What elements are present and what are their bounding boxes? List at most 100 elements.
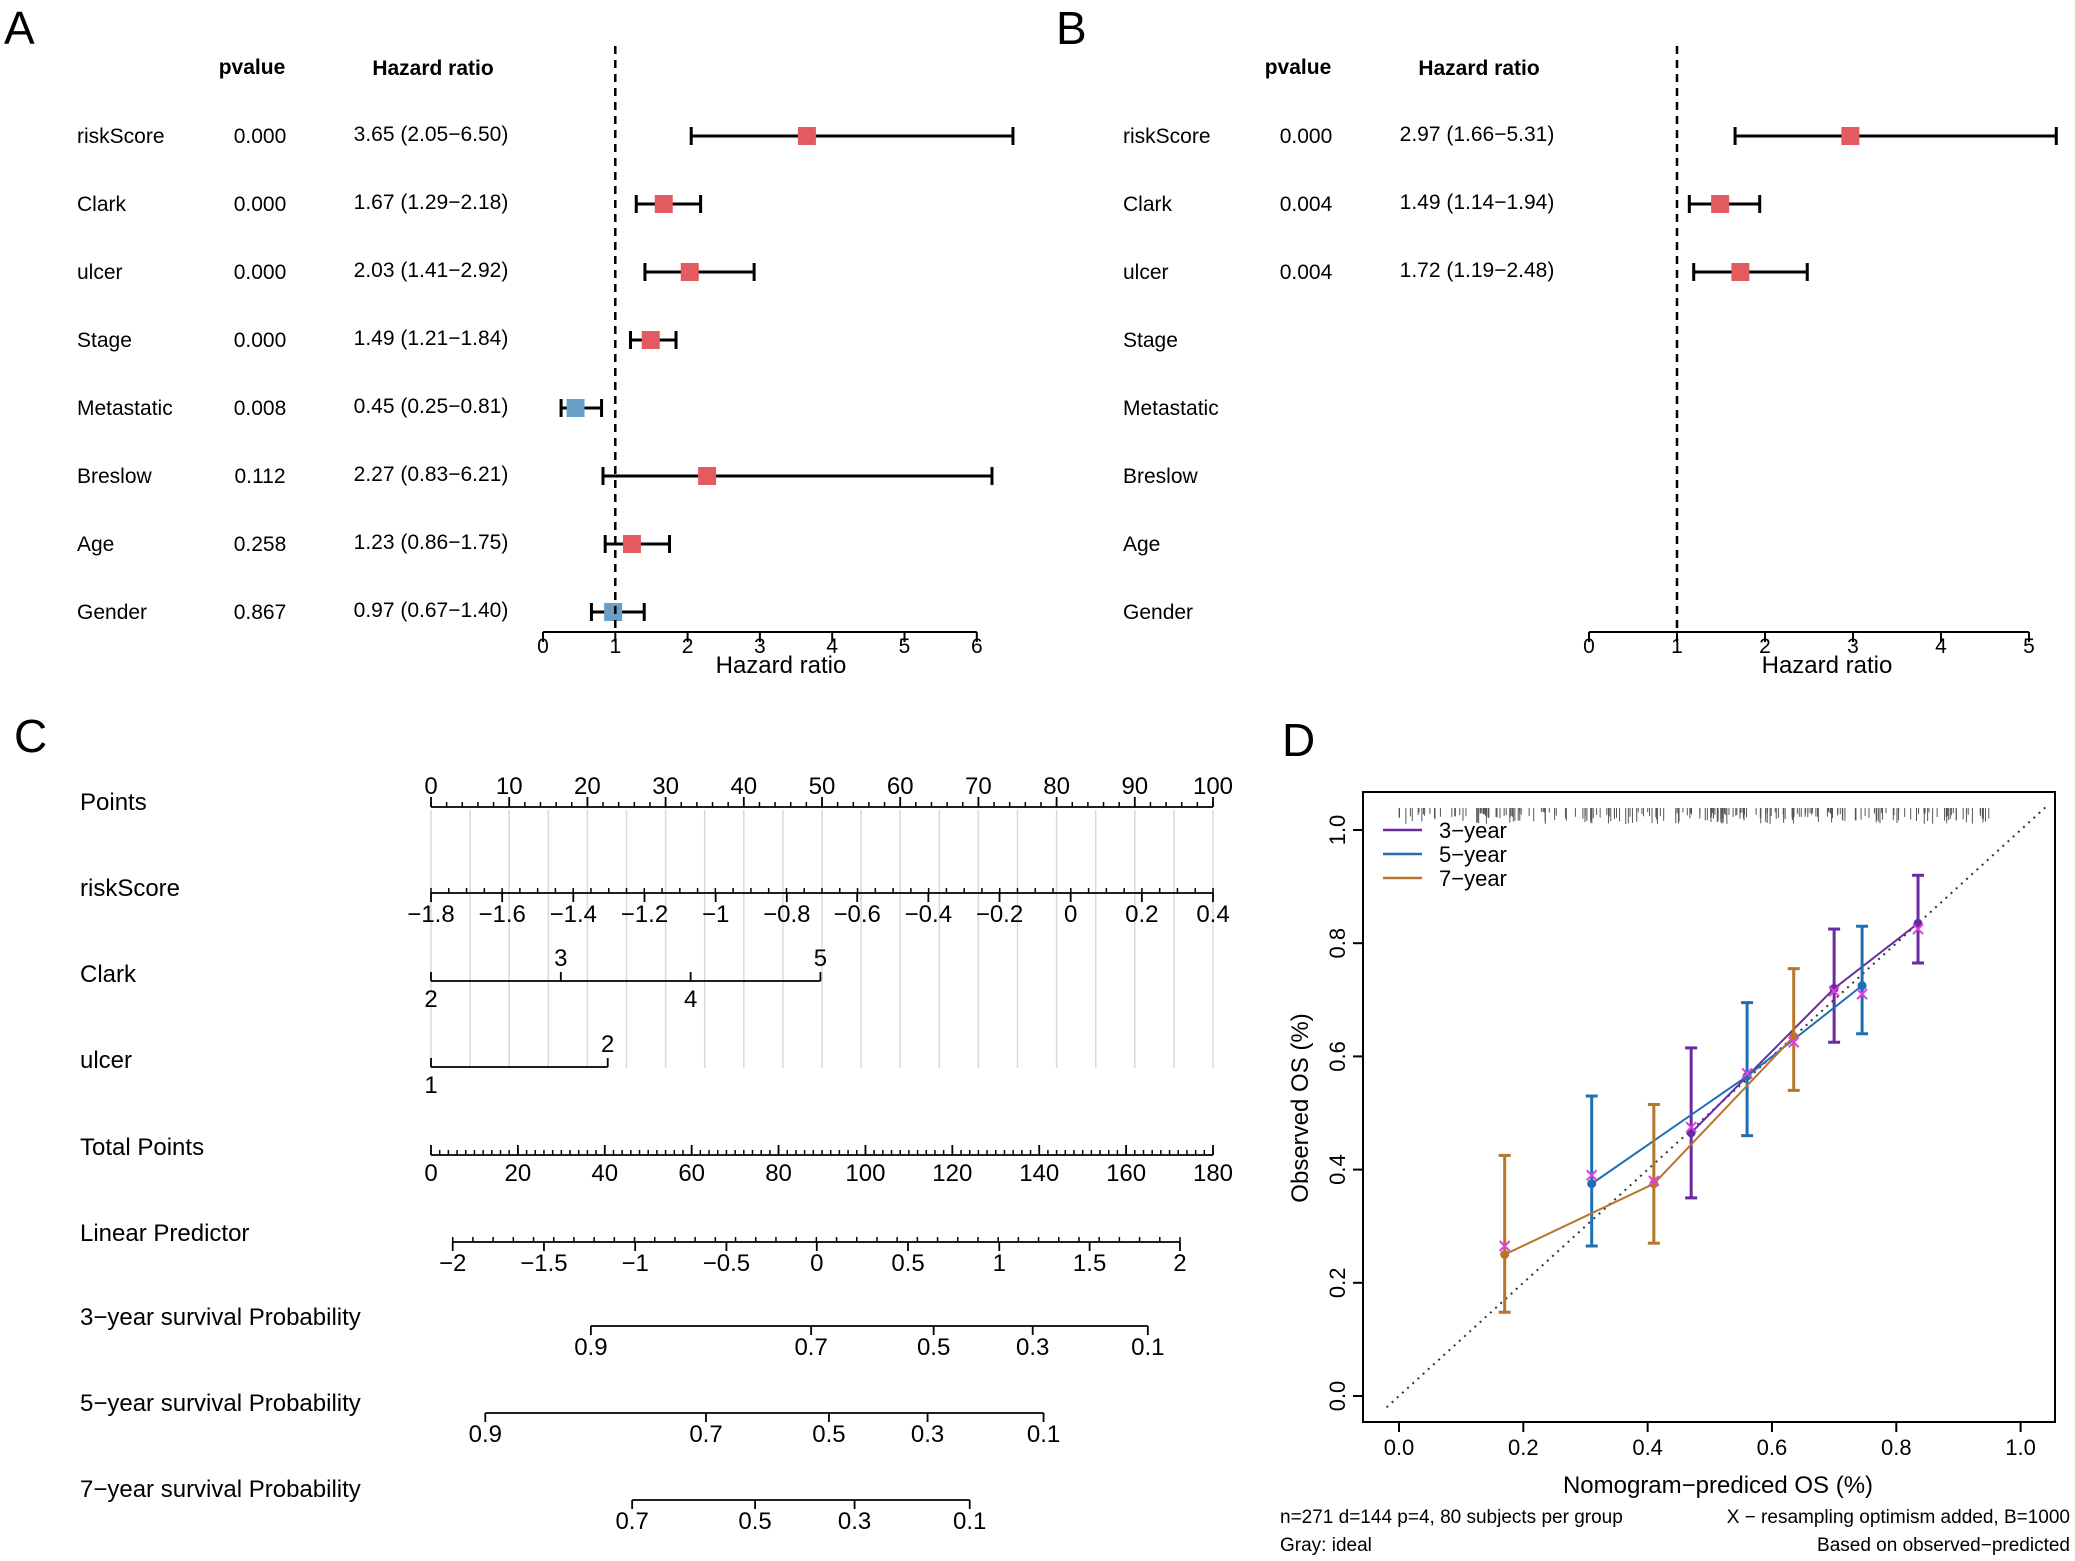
corrected-point bbox=[1856, 988, 1868, 1000]
corrected-point bbox=[1828, 985, 1840, 998]
hr-marker bbox=[622, 535, 641, 553]
y-tick-label: 0.8 bbox=[1325, 928, 1350, 959]
row-pvalue: 0.008 bbox=[234, 397, 287, 420]
nomogram-tick-label: −0.2 bbox=[976, 901, 1023, 928]
row-hr-text: 1.67 (1.29−2.18) bbox=[354, 191, 509, 214]
panel-d-note-right-1: X − resampling optimism added, B=1000 bbox=[1727, 1507, 2070, 1528]
y-tick-label: 0.4 bbox=[1325, 1154, 1350, 1185]
nomogram-tick-label: 40 bbox=[730, 773, 757, 800]
row-label: Metastatic bbox=[77, 397, 173, 420]
nomogram-tick-label: 100 bbox=[845, 1160, 885, 1187]
y-tick-label: 0.0 bbox=[1325, 1381, 1350, 1412]
x-tick-label: 4 bbox=[1935, 635, 1947, 658]
corrected-point bbox=[1912, 923, 1924, 935]
nomogram-row-label: 7−year survival Probability bbox=[80, 1476, 361, 1503]
legend-label: 7−year bbox=[1439, 866, 1507, 891]
x-tick-label: 4 bbox=[826, 635, 838, 658]
x-tick-label: 1.0 bbox=[2005, 1435, 2036, 1460]
nomogram-tick-label: −1.5 bbox=[520, 1250, 567, 1277]
row-hr-text: 2.03 (1.41−2.92) bbox=[354, 259, 509, 282]
row-label: Breslow bbox=[1123, 465, 1199, 488]
nomogram-tick-label: 80 bbox=[1043, 773, 1070, 800]
nomogram-tick-label: 0.9 bbox=[469, 1421, 502, 1448]
row-hr-text: 0.97 (0.67−1.40) bbox=[354, 599, 509, 622]
panel-a-pvalue-header: pvalue bbox=[219, 56, 286, 79]
nomogram-tick-label: −1.6 bbox=[478, 901, 525, 928]
row-hr-text: 0.45 (0.25−0.81) bbox=[354, 395, 509, 418]
nomogram-tick-label: 180 bbox=[1193, 1160, 1233, 1187]
nomogram-row-label: 5−year survival Probability bbox=[80, 1390, 361, 1417]
row-label: Age bbox=[77, 533, 114, 556]
data-point bbox=[1742, 1071, 1752, 1081]
row-label: Stage bbox=[77, 329, 132, 352]
nomogram-tick-label: −0.4 bbox=[905, 901, 952, 928]
panel-b-pvalue-header: pvalue bbox=[1265, 56, 1332, 79]
hr-marker bbox=[1731, 263, 1750, 281]
nomogram-tick-label: −0.5 bbox=[703, 1250, 750, 1277]
nomogram-tick-label: 3 bbox=[554, 945, 567, 972]
nomogram-row-label: Linear Predictor bbox=[80, 1220, 249, 1247]
nomogram-tick-label: 0.2 bbox=[1125, 901, 1158, 928]
hr-marker bbox=[604, 603, 623, 621]
nomogram-tick-label: 90 bbox=[1121, 773, 1148, 800]
nomogram-tick-label: 100 bbox=[1193, 773, 1233, 800]
data-point bbox=[1649, 1179, 1659, 1189]
nomogram-tick-label: 0.3 bbox=[838, 1508, 871, 1535]
panel-b-xlabel: Hazard ratio bbox=[1762, 652, 1893, 679]
nomogram-tick-label: 1.5 bbox=[1073, 1250, 1106, 1277]
nomogram-tick-label: 0.7 bbox=[794, 1334, 827, 1361]
x-tick-label: 2 bbox=[682, 635, 694, 658]
row-hr-text: 2.27 (0.83−6.21) bbox=[354, 463, 509, 486]
data-point bbox=[1587, 1179, 1597, 1189]
panel-a-hr-header: Hazard ratio bbox=[372, 57, 493, 80]
row-label: Breslow bbox=[77, 465, 153, 488]
x-tick-label: 5 bbox=[899, 635, 911, 658]
nomogram-row-label: Clark bbox=[80, 961, 137, 988]
row-pvalue: 0.000 bbox=[234, 329, 287, 352]
nomogram-row-label: Total Points bbox=[80, 1134, 204, 1161]
nomogram-tick-label: 60 bbox=[678, 1160, 705, 1187]
nomogram-tick-label: 4 bbox=[684, 986, 697, 1013]
row-label: Clark bbox=[77, 193, 127, 216]
row-pvalue: 0.258 bbox=[234, 533, 287, 556]
nomogram-tick-label: 50 bbox=[809, 773, 836, 800]
x-tick-label: 0.2 bbox=[1508, 1435, 1539, 1460]
nomogram-tick-label: 1 bbox=[424, 1072, 437, 1099]
y-tick-label: 0.2 bbox=[1325, 1268, 1350, 1299]
nomogram-tick-label: 0.1 bbox=[1027, 1421, 1060, 1448]
nomogram-tick-label: −1.8 bbox=[407, 901, 454, 928]
nomogram-tick-label: −1.4 bbox=[550, 901, 597, 928]
nomogram-tick-label: 0.7 bbox=[615, 1508, 648, 1535]
x-tick-label: 3 bbox=[1847, 635, 1859, 658]
row-pvalue: 0.000 bbox=[234, 193, 287, 216]
row-label: ulcer bbox=[1123, 261, 1169, 284]
panel-a-forest-plot: A pvalue Hazard ratio Hazard ratio riskS… bbox=[4, 2, 1015, 679]
nomogram-tick-label: 0.1 bbox=[953, 1508, 986, 1535]
panel-d-note-right-2: Based on observed−predicted bbox=[1817, 1535, 2070, 1556]
row-pvalue: 0.867 bbox=[234, 601, 287, 624]
x-tick-label: 3 bbox=[754, 635, 766, 658]
x-tick-label: 6 bbox=[971, 635, 983, 658]
hr-marker bbox=[797, 127, 816, 145]
plot-frame bbox=[1362, 791, 2056, 1423]
x-tick-label: 2 bbox=[1759, 635, 1771, 658]
nomogram-tick-label: 0 bbox=[424, 1160, 437, 1187]
nomogram-tick-label: 120 bbox=[932, 1160, 972, 1187]
nomogram-tick-label: 20 bbox=[574, 773, 601, 800]
row-label: Clark bbox=[1123, 193, 1173, 216]
legend-label: 5−year bbox=[1439, 842, 1507, 867]
nomogram-tick-label: 2 bbox=[424, 986, 437, 1013]
hr-marker bbox=[654, 195, 673, 213]
panel-c-letter: C bbox=[14, 710, 47, 762]
nomogram-tick-label: 0.5 bbox=[738, 1508, 771, 1535]
corrected-point bbox=[1741, 1067, 1753, 1080]
row-hr-text: 1.49 (1.21−1.84) bbox=[354, 327, 509, 350]
row-pvalue: 0.112 bbox=[235, 465, 286, 488]
x-tick-label: 0.6 bbox=[1757, 1435, 1788, 1460]
nomogram-tick-label: 1 bbox=[993, 1250, 1006, 1277]
hr-marker bbox=[1711, 195, 1730, 213]
nomogram-row-label: riskScore bbox=[80, 875, 180, 902]
panel-d-ylabel: Observed OS (%) bbox=[1287, 1013, 1314, 1202]
nomogram-tick-label: −1.2 bbox=[621, 901, 668, 928]
